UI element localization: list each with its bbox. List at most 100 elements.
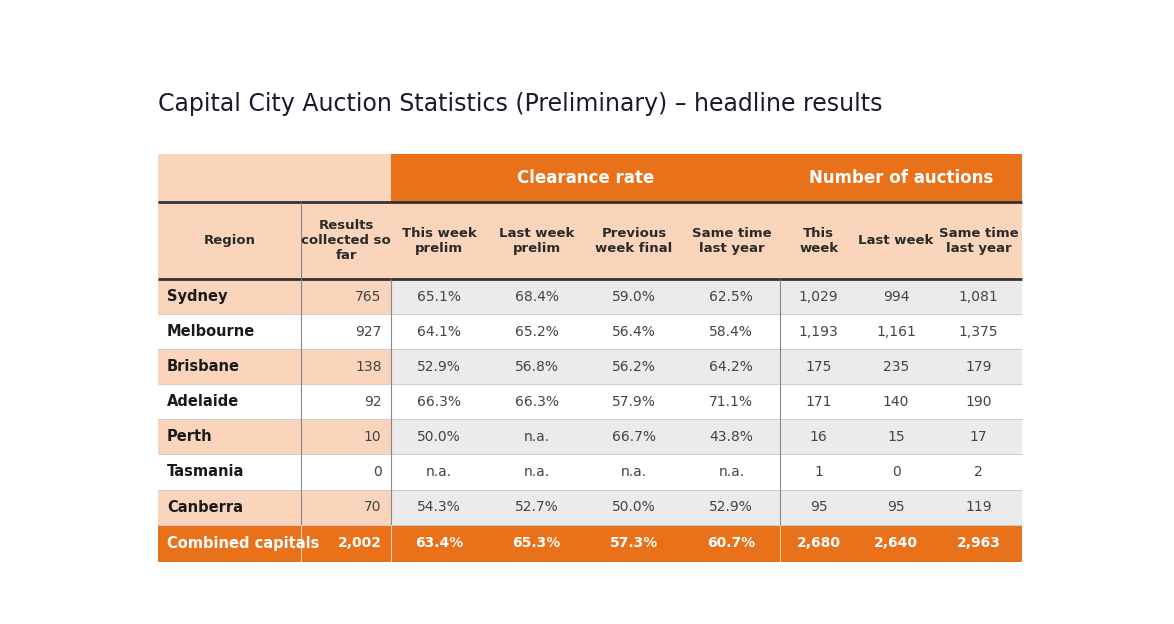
FancyBboxPatch shape: [391, 349, 488, 384]
FancyBboxPatch shape: [302, 454, 391, 490]
Text: Same time
last year: Same time last year: [691, 227, 771, 255]
Text: 65.1%: 65.1%: [417, 290, 461, 304]
FancyBboxPatch shape: [157, 419, 302, 454]
Text: 171: 171: [805, 395, 832, 409]
FancyBboxPatch shape: [857, 490, 935, 525]
FancyBboxPatch shape: [682, 454, 780, 490]
Text: 66.7%: 66.7%: [612, 430, 656, 444]
FancyBboxPatch shape: [391, 314, 488, 349]
Text: n.a.: n.a.: [524, 465, 549, 479]
FancyBboxPatch shape: [157, 490, 302, 525]
Text: n.a.: n.a.: [718, 465, 744, 479]
FancyBboxPatch shape: [586, 419, 682, 454]
FancyBboxPatch shape: [391, 279, 488, 314]
FancyBboxPatch shape: [935, 349, 1023, 384]
Text: Previous
week final: Previous week final: [595, 227, 673, 255]
FancyBboxPatch shape: [935, 384, 1023, 419]
FancyBboxPatch shape: [780, 384, 857, 419]
Text: 57.3%: 57.3%: [609, 537, 659, 550]
FancyBboxPatch shape: [586, 490, 682, 525]
FancyBboxPatch shape: [391, 454, 488, 490]
FancyBboxPatch shape: [780, 154, 1023, 202]
FancyBboxPatch shape: [857, 202, 935, 279]
FancyBboxPatch shape: [391, 490, 488, 525]
Text: 235: 235: [883, 360, 909, 374]
FancyBboxPatch shape: [682, 279, 780, 314]
FancyBboxPatch shape: [302, 490, 391, 525]
FancyBboxPatch shape: [586, 314, 682, 349]
Text: 1,193: 1,193: [798, 324, 838, 339]
Text: Region: Region: [203, 234, 256, 247]
FancyBboxPatch shape: [682, 419, 780, 454]
Text: Canberra: Canberra: [167, 500, 243, 515]
FancyBboxPatch shape: [857, 384, 935, 419]
Text: Last week
prelim: Last week prelim: [499, 227, 574, 255]
FancyBboxPatch shape: [391, 384, 488, 419]
Text: 2,680: 2,680: [797, 537, 841, 550]
Text: 1,375: 1,375: [959, 324, 998, 339]
Text: 50.0%: 50.0%: [418, 430, 461, 444]
FancyBboxPatch shape: [935, 454, 1023, 490]
Text: 57.9%: 57.9%: [612, 395, 656, 409]
Text: 56.4%: 56.4%: [612, 324, 656, 339]
Text: Melbourne: Melbourne: [167, 324, 255, 339]
Text: 138: 138: [355, 360, 382, 374]
FancyBboxPatch shape: [391, 419, 488, 454]
Text: Adelaide: Adelaide: [167, 394, 239, 409]
FancyBboxPatch shape: [157, 314, 302, 349]
FancyBboxPatch shape: [157, 454, 302, 490]
Text: Capital City Auction Statistics (Preliminary) – headline results: Capital City Auction Statistics (Prelimi…: [157, 92, 882, 115]
Text: Number of auctions: Number of auctions: [809, 169, 993, 187]
Text: 66.3%: 66.3%: [417, 395, 461, 409]
FancyBboxPatch shape: [488, 279, 586, 314]
FancyBboxPatch shape: [780, 202, 857, 279]
FancyBboxPatch shape: [780, 279, 857, 314]
Text: 16: 16: [810, 430, 828, 444]
FancyBboxPatch shape: [157, 349, 302, 384]
FancyBboxPatch shape: [935, 490, 1023, 525]
Text: 56.8%: 56.8%: [514, 360, 559, 374]
Text: 60.7%: 60.7%: [707, 537, 755, 550]
Text: 64.1%: 64.1%: [417, 324, 461, 339]
Text: 68.4%: 68.4%: [514, 290, 559, 304]
Text: 179: 179: [965, 360, 992, 374]
Text: 1: 1: [815, 465, 823, 479]
FancyBboxPatch shape: [857, 279, 935, 314]
FancyBboxPatch shape: [935, 314, 1023, 349]
FancyBboxPatch shape: [780, 419, 857, 454]
Text: Clearance rate: Clearance rate: [517, 169, 654, 187]
Text: Combined capitals: Combined capitals: [167, 536, 319, 551]
Text: This week
prelim: This week prelim: [402, 227, 477, 255]
FancyBboxPatch shape: [857, 419, 935, 454]
Text: Tasmania: Tasmania: [167, 464, 244, 479]
Text: 62.5%: 62.5%: [709, 290, 754, 304]
Text: Sydney: Sydney: [167, 289, 228, 304]
Text: 2,002: 2,002: [337, 537, 382, 550]
FancyBboxPatch shape: [488, 419, 586, 454]
FancyBboxPatch shape: [780, 314, 857, 349]
Text: 765: 765: [355, 290, 382, 304]
Text: Perth: Perth: [167, 429, 212, 444]
Text: Brisbane: Brisbane: [167, 359, 239, 374]
Text: 59.0%: 59.0%: [612, 290, 656, 304]
FancyBboxPatch shape: [488, 202, 586, 279]
Text: 1,081: 1,081: [958, 290, 998, 304]
FancyBboxPatch shape: [682, 314, 780, 349]
Text: 2,640: 2,640: [873, 537, 918, 550]
Text: 95: 95: [810, 500, 828, 514]
FancyBboxPatch shape: [682, 349, 780, 384]
FancyBboxPatch shape: [586, 384, 682, 419]
Text: Last week: Last week: [858, 234, 933, 247]
FancyBboxPatch shape: [302, 314, 391, 349]
Text: 58.4%: 58.4%: [709, 324, 754, 339]
Text: 10: 10: [364, 430, 382, 444]
Text: n.a.: n.a.: [621, 465, 647, 479]
FancyBboxPatch shape: [302, 279, 391, 314]
FancyBboxPatch shape: [157, 154, 391, 202]
Text: 119: 119: [965, 500, 992, 514]
Text: 65.2%: 65.2%: [514, 324, 559, 339]
FancyBboxPatch shape: [586, 202, 682, 279]
FancyBboxPatch shape: [857, 454, 935, 490]
FancyBboxPatch shape: [302, 202, 391, 279]
Text: 140: 140: [883, 395, 909, 409]
